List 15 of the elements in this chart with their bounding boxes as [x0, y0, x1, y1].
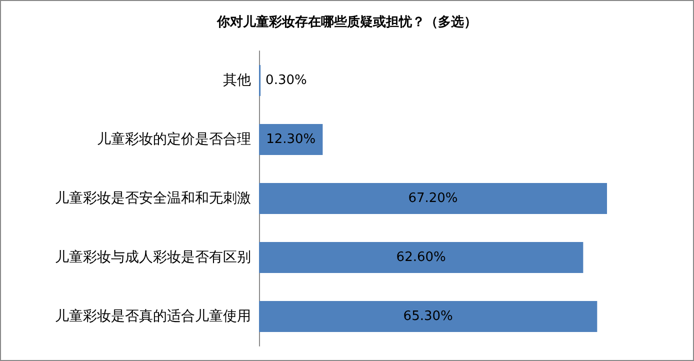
data-label: 62.60% [396, 250, 446, 265]
data-label: 0.30% [266, 73, 307, 88]
data-label: 65.30% [403, 309, 453, 324]
bar [259, 242, 584, 273]
chart-title: 你对儿童彩妆存在哪些质疑或担忧？（多选） [216, 14, 477, 30]
data-label: 12.30% [266, 132, 316, 147]
y-tick-label: 其他 [223, 72, 251, 88]
y-tick-label: 儿童彩妆的定价是否合理 [97, 132, 251, 148]
bar [259, 301, 598, 332]
y-tick-label: 儿童彩妆与成人彩妆是否有区别 [55, 250, 251, 266]
bar [259, 183, 607, 214]
y-tick-label: 儿童彩妆是否安全温和和无刺激 [55, 190, 251, 206]
data-label: 67.20% [408, 191, 458, 206]
y-tick-label: 儿童彩妆是否真的适合儿童使用 [55, 308, 251, 324]
bar [259, 124, 323, 155]
